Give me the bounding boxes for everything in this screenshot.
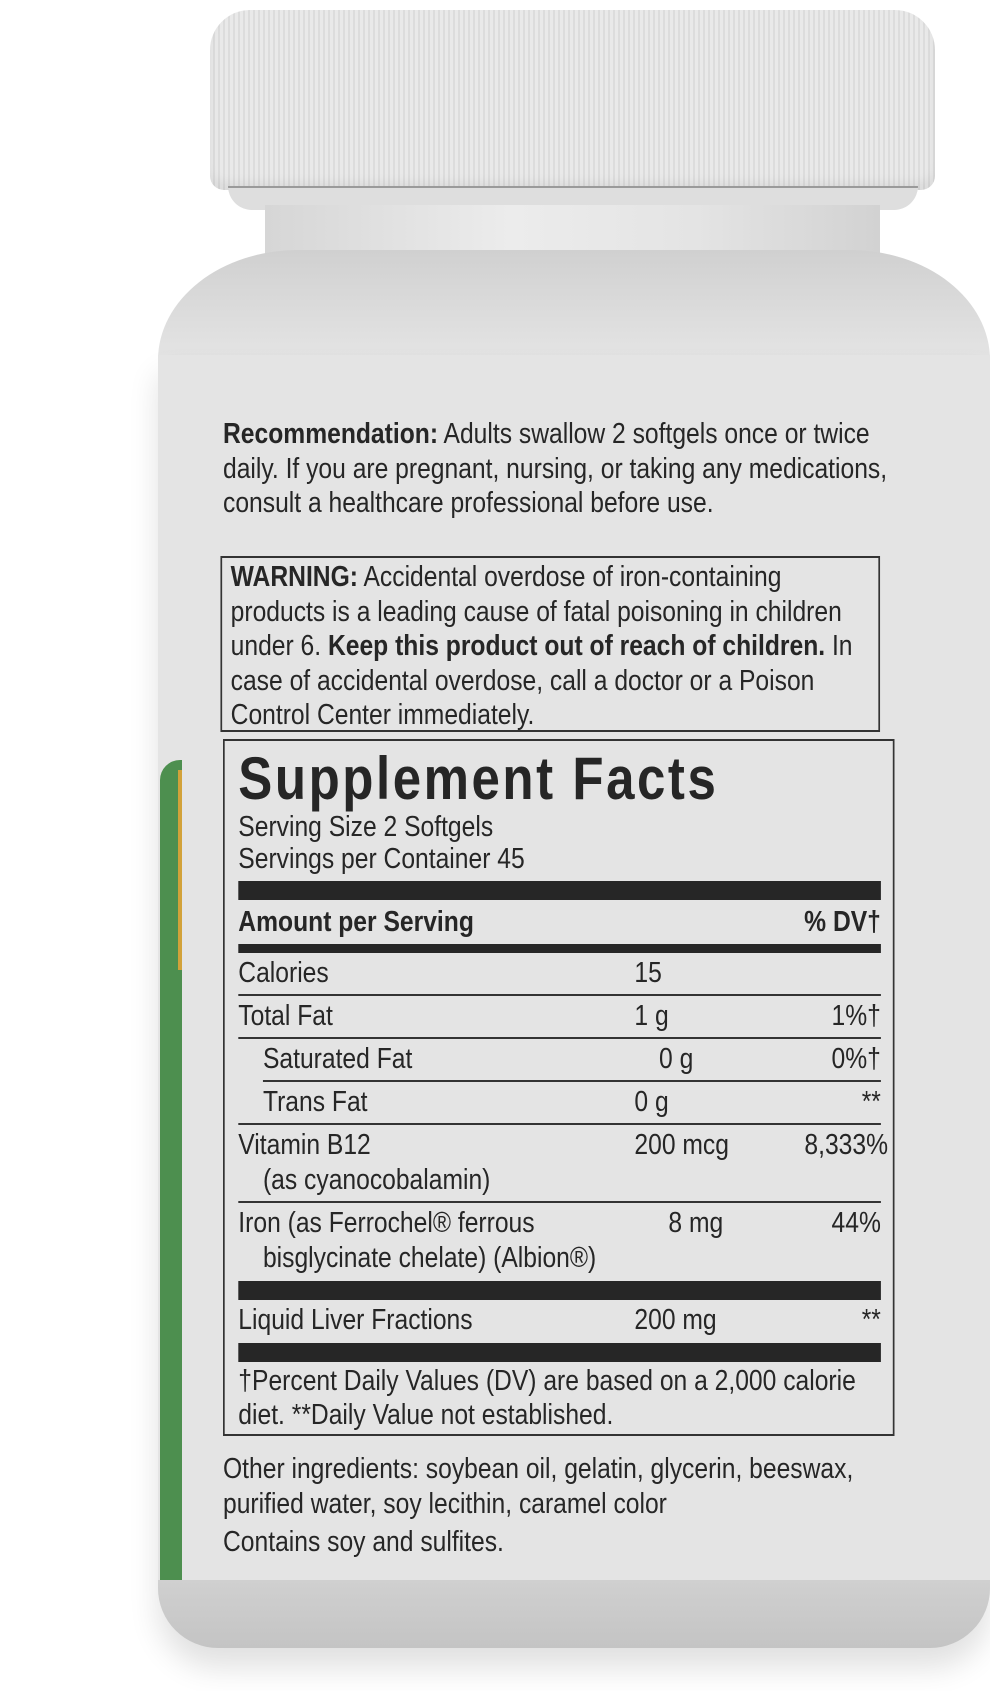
medium-divider <box>238 944 881 953</box>
thick-divider <box>238 881 881 900</box>
bottle-cap <box>210 10 935 190</box>
nutrient-name: Total Fat <box>238 1000 333 1032</box>
nutrient-source: bisglycinate chelate) (Albion®) <box>262 1241 597 1274</box>
servings-per-container: Servings per Container 45 <box>238 843 525 875</box>
nutrient-name: Vitamin B12 (as cyanocobalamin) <box>238 1128 634 1197</box>
thick-divider <box>238 1281 881 1300</box>
amount-header-row: Amount per Serving % DV† <box>238 900 881 944</box>
nutrient-amount: 0 g <box>659 1043 694 1075</box>
dv-header: % DV† <box>804 906 881 938</box>
nutrient-amount: 200 mg <box>634 1304 717 1336</box>
bottle-body <box>158 355 990 1648</box>
warning-text: Accidental overdose of iron-containing p… <box>230 561 842 662</box>
nutrient-dv: 0%† <box>831 1043 881 1075</box>
nutrient-amount: 15 <box>634 957 662 989</box>
nutrient-source: (as cyanocobalamin) <box>262 1163 491 1196</box>
facts-row: Total Fat 1 g 1%† <box>238 996 881 1039</box>
bottle-base <box>158 1580 990 1648</box>
recommendation: Recommendation: Adults swallow 2 softgel… <box>223 417 895 521</box>
warning-text-2: In case of accidental overdose, call a d… <box>230 630 853 731</box>
facts-row: Liquid Liver Fractions 200 mg ** <box>238 1300 881 1343</box>
facts-footnote: †Percent Daily Values (DV) are based on … <box>238 1365 856 1431</box>
supplement-facts-panel: Supplement Facts Serving Size 2 Softgels… <box>223 739 895 1436</box>
warning-box: WARNING: Accidental overdose of iron-con… <box>220 556 881 732</box>
nutrient-name-main: Vitamin B12 <box>238 1129 371 1161</box>
allergen-statement: Contains soy and sulfites. <box>223 1526 504 1558</box>
recommendation-label: Recommendation: <box>223 418 439 450</box>
facts-row: Calories 15 <box>238 953 881 996</box>
warning-emphasis: Keep this product out of reach of childr… <box>327 630 826 662</box>
nutrient-amount: 200 mcg <box>634 1129 729 1161</box>
nutrient-amount: 8 mg <box>668 1207 724 1239</box>
nutrient-dv: 8,333% <box>804 1129 889 1161</box>
nutrient-name: Trans Fat <box>262 1086 368 1118</box>
other-ingredients: Other ingredients: soybean oil, gelatin,… <box>223 1453 854 1520</box>
facts-row: Saturated Fat 0 g 0%† <box>262 1039 881 1082</box>
amount-header: Amount per Serving <box>238 906 474 938</box>
nutrient-amount: 1 g <box>634 1000 669 1032</box>
serving-size: Serving Size 2 Softgels <box>238 811 494 843</box>
thick-divider <box>238 1343 881 1362</box>
facts-row: Trans Fat 0 g ** <box>238 1082 881 1125</box>
nutrient-name: Liquid Liver Fractions <box>238 1304 473 1336</box>
nutrient-dv: ** <box>861 1304 881 1336</box>
nutrient-dv: 44% <box>831 1207 881 1239</box>
nutrient-name: Calories <box>238 957 329 989</box>
nutrient-name-main: Iron (as Ferrochel® ferrous <box>238 1207 535 1239</box>
recommendation-text: Adults swallow 2 softgels once or twice … <box>223 418 888 519</box>
nutrient-name: Iron (as Ferrochel® ferrous bisglycinate … <box>238 1206 634 1275</box>
nutrient-name: Saturated Fat <box>262 1043 413 1075</box>
other-ingredients-section: Other ingredients: soybean oil, gelatin,… <box>223 1452 895 1560</box>
nutrient-amount: 0 g <box>634 1086 669 1118</box>
nutrient-dv: ** <box>861 1086 881 1118</box>
warning-label: WARNING: <box>230 561 359 593</box>
facts-row: Iron (as Ferrochel® ferrous bisglycinate … <box>238 1203 881 1281</box>
green-label-stripe <box>160 760 182 1580</box>
facts-title: Supplement Facts <box>238 745 719 812</box>
nutrient-dv: 1%† <box>831 1000 881 1032</box>
gold-label-stripe <box>178 770 182 970</box>
facts-row: Vitamin B12 (as cyanocobalamin) 200 mcg 8,3… <box>238 1125 889 1203</box>
